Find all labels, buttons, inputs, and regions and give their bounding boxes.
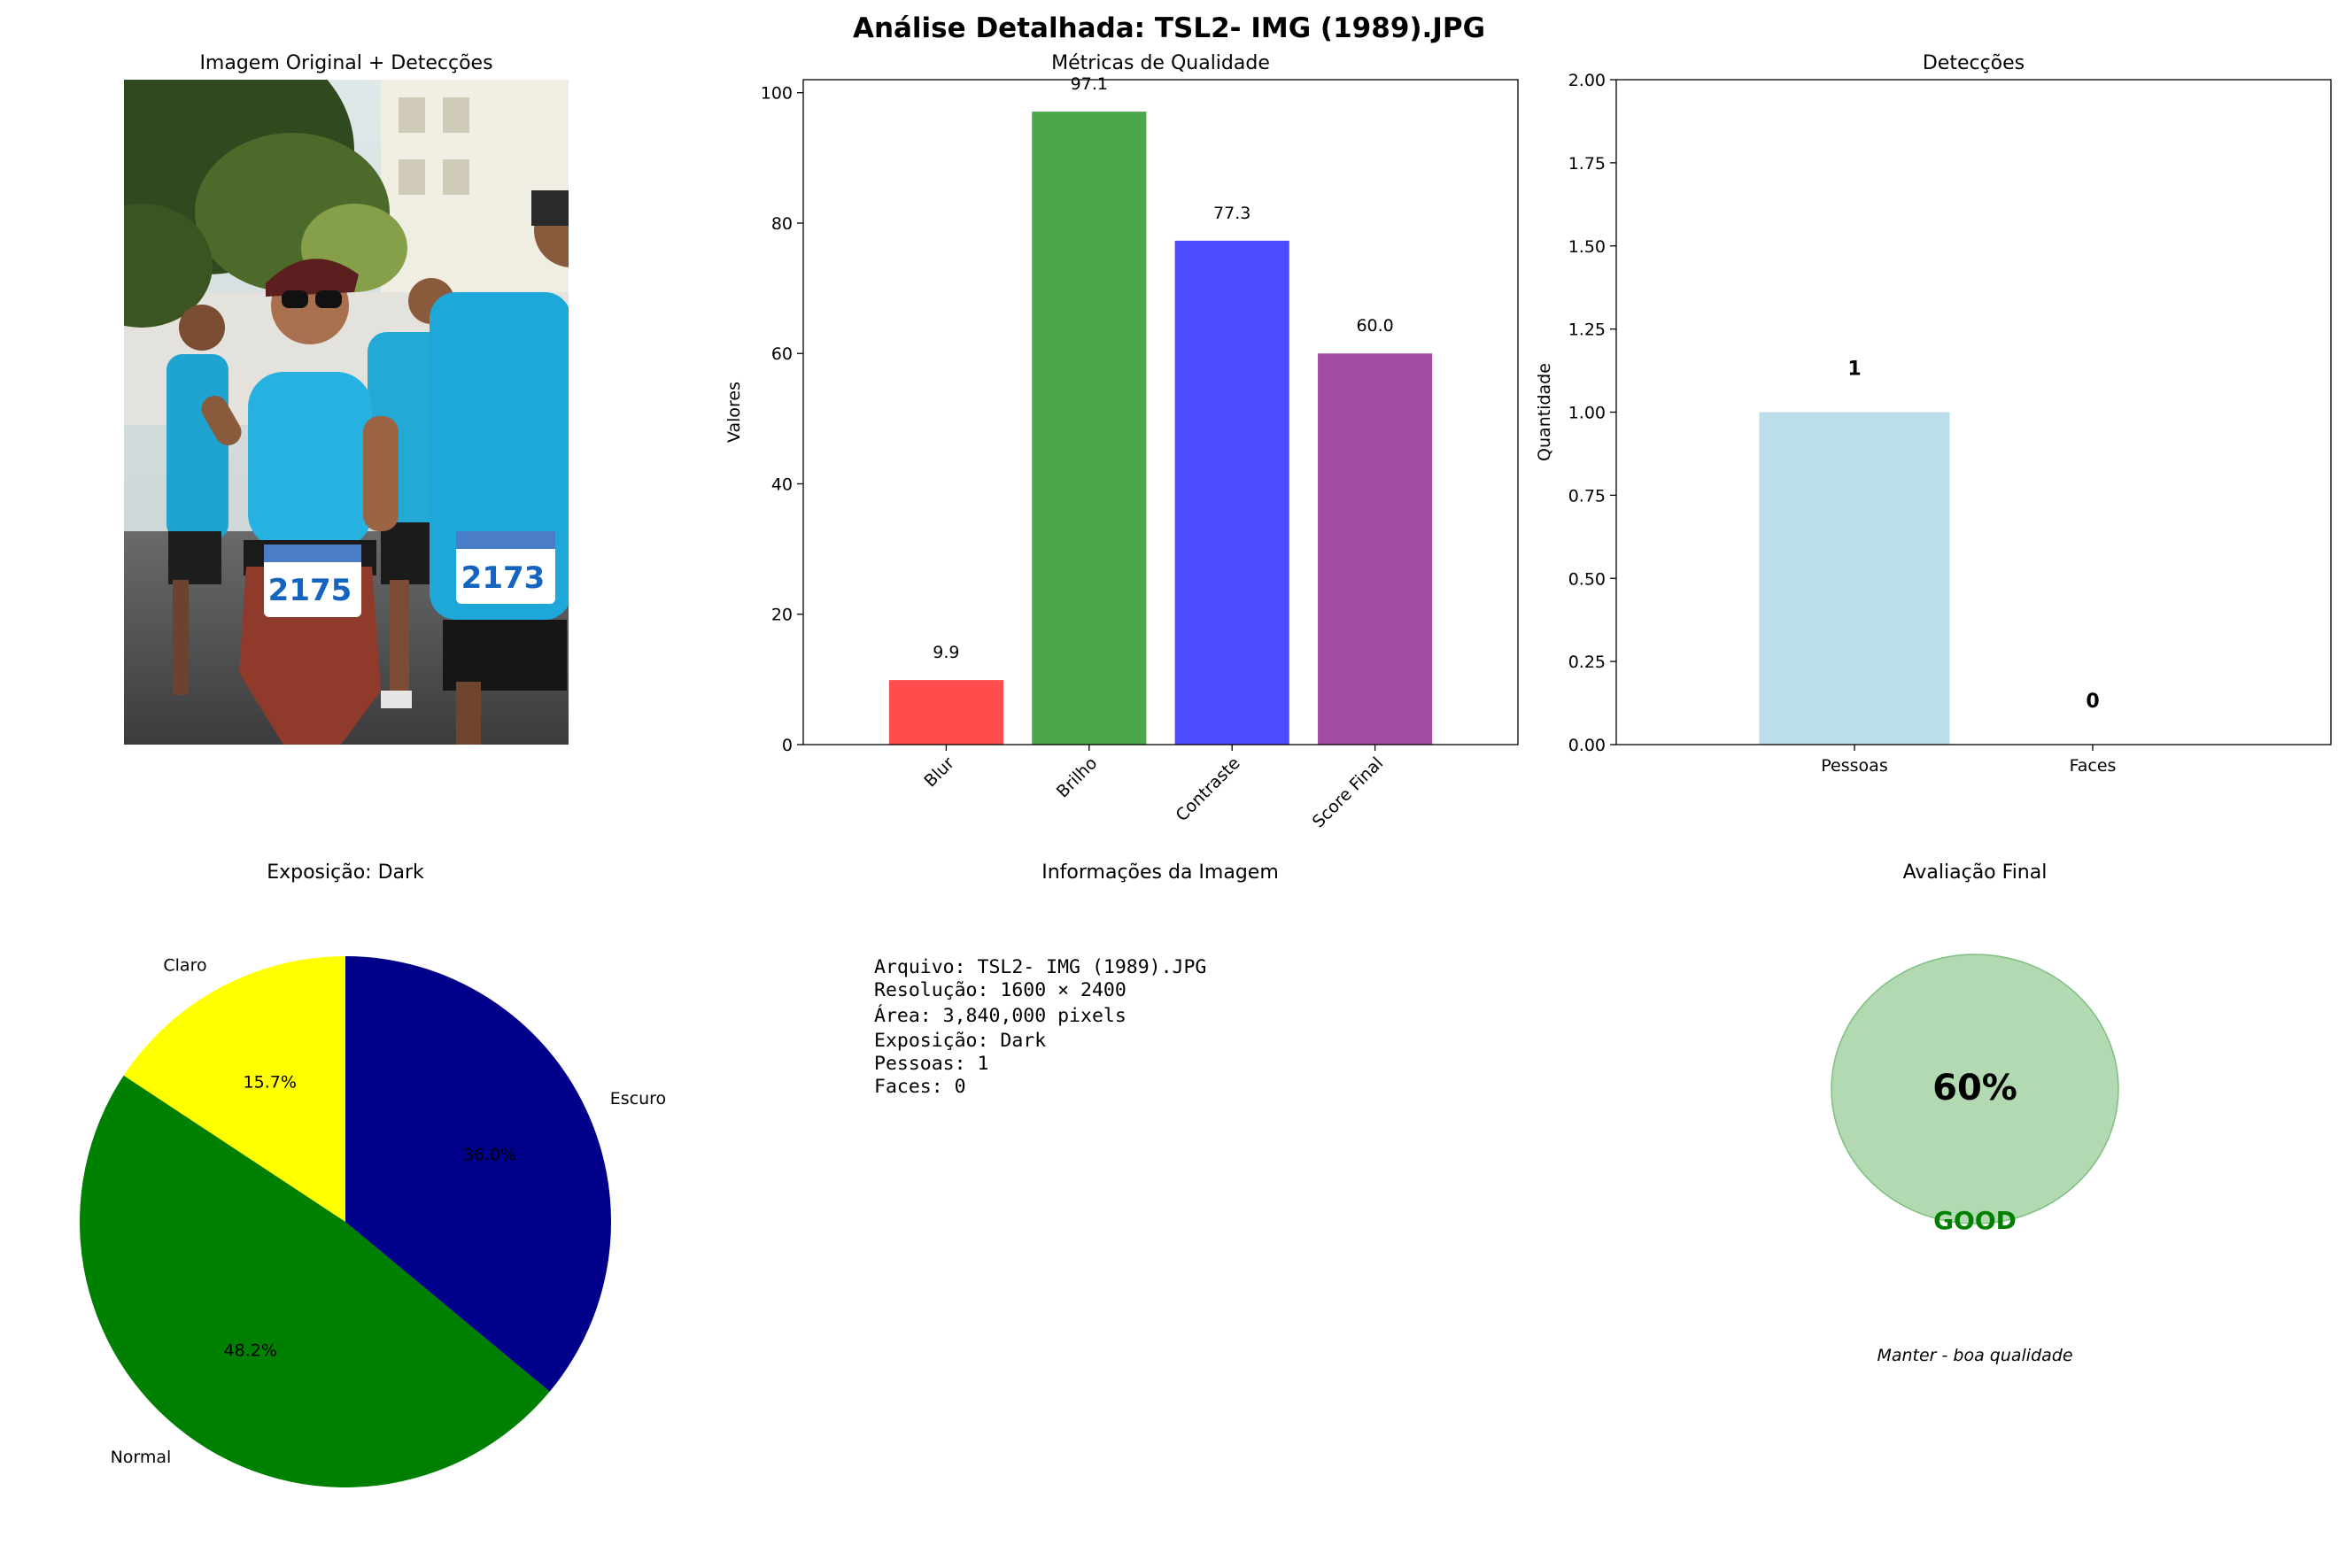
- y-tick-label: 0.50: [1568, 569, 1606, 589]
- y-tick-label: 0.25: [1568, 653, 1606, 672]
- y-tick-label: 80: [771, 214, 793, 234]
- bib-number-2175: 2175: [268, 573, 352, 608]
- y-tick-label: 0: [782, 736, 793, 755]
- chart-title: Métricas de Qualidade: [1051, 52, 1270, 74]
- y-tick-label: 2.00: [1568, 71, 1606, 90]
- x-tick-label: Score Final: [1309, 753, 1387, 831]
- score-circle: [1831, 954, 2119, 1224]
- data-label: 1: [1847, 359, 1861, 381]
- bar-contraste: [1174, 240, 1289, 745]
- info-panel-title: Informações da Imagem: [1041, 861, 1279, 884]
- pie-slice-claro: [123, 956, 345, 1222]
- final-recommendation: Manter - boa qualidade: [1877, 1346, 2072, 1365]
- pie-label: Escuro: [610, 1089, 666, 1108]
- data-label: 60.0: [1356, 316, 1393, 336]
- pie-pct-label: 48.2%: [224, 1341, 277, 1361]
- y-axis-label: Valores: [724, 382, 744, 443]
- detections-chart: Detecções Quantidade 0.00 0.25 0.50 0.75 1.00 1…: [1535, 52, 2332, 776]
- quality-metrics-chart: Métricas de Qualidade Valores 0 20 40 60 80 100…: [724, 52, 1519, 831]
- pie-pct-label: 15.7%: [244, 1072, 297, 1092]
- data-label: 97.1: [1071, 74, 1108, 94]
- final-panel-title: Avaliação Final: [1903, 861, 2048, 884]
- y-tick-label: 0.00: [1568, 736, 1606, 755]
- x-tick-label: Blur: [920, 753, 958, 792]
- chart-title: Detecções: [1923, 52, 2025, 74]
- info-lines: Arquivo: TSL2- IMG (1989).JPG Resolução:…: [874, 956, 1206, 1098]
- info-line-file: Arquivo: TSL2- IMG (1989).JPG: [874, 956, 1206, 978]
- x-tick-label: Contraste: [1172, 753, 1243, 825]
- pie-slice-normal: [80, 1075, 550, 1487]
- y-tick-label: 1.00: [1568, 404, 1606, 423]
- pie-label: Claro: [163, 955, 206, 975]
- photo-panel-title: Imagem Original + Detecções: [199, 52, 492, 74]
- pie-slice-escuro: [345, 956, 611, 1392]
- bib-number-2173: 2173: [461, 560, 546, 596]
- data-label: 0: [2086, 691, 2099, 713]
- y-tick-label: 0.75: [1568, 486, 1606, 506]
- bar-blur: [888, 680, 1003, 745]
- runner-photo: 2173 2175: [124, 80, 569, 745]
- y-axis-label: Quantidade: [1535, 363, 1554, 461]
- pie-label: Normal: [111, 1448, 172, 1467]
- x-tick-label: Faces: [2070, 756, 2117, 776]
- y-tick-label: 100: [761, 84, 793, 104]
- final-grade: GOOD: [1933, 1206, 2017, 1235]
- info-line-exposure: Exposição: Dark: [874, 1030, 1046, 1052]
- y-tick-label: 1.75: [1568, 154, 1606, 174]
- plot-frame: [1615, 79, 2332, 745]
- data-label: 77.3: [1213, 204, 1250, 223]
- info-line-faces: Faces: 0: [874, 1076, 966, 1098]
- bar-score-final: [1318, 353, 1433, 745]
- plot-frame: [802, 79, 1519, 745]
- exposure-pie-chart: Exposição: Dark 15.7% Claro 48.2% Normal 36.0…: [80, 861, 666, 1487]
- chart-title: Exposição: Dark: [267, 861, 424, 884]
- pie-pct-label: 36.0%: [463, 1146, 516, 1165]
- y-tick-label: 40: [771, 475, 793, 494]
- y-tick-label: 20: [771, 606, 793, 625]
- bar-pessoas: [1759, 412, 1950, 745]
- x-tick-label: Brilho: [1053, 753, 1102, 802]
- figure-title: Análise Detalhada: TSL2- IMG (1989).JPG: [853, 12, 1485, 44]
- info-line-area: Área: 3,840,000 pixels: [874, 1004, 1127, 1027]
- info-line-persons: Pessoas: 1: [874, 1053, 988, 1075]
- y-tick-label: 1.25: [1568, 321, 1606, 340]
- info-line-resolution: Resolução: 1600 × 2400: [874, 979, 1127, 1001]
- y-tick-label: 60: [771, 344, 793, 364]
- y-tick-label: 1.50: [1568, 237, 1606, 257]
- x-tick-label: Pessoas: [1821, 756, 1887, 776]
- final-score: 60%: [1932, 1068, 2017, 1108]
- data-label: 9.9: [933, 643, 959, 662]
- bar-brilho: [1032, 112, 1147, 745]
